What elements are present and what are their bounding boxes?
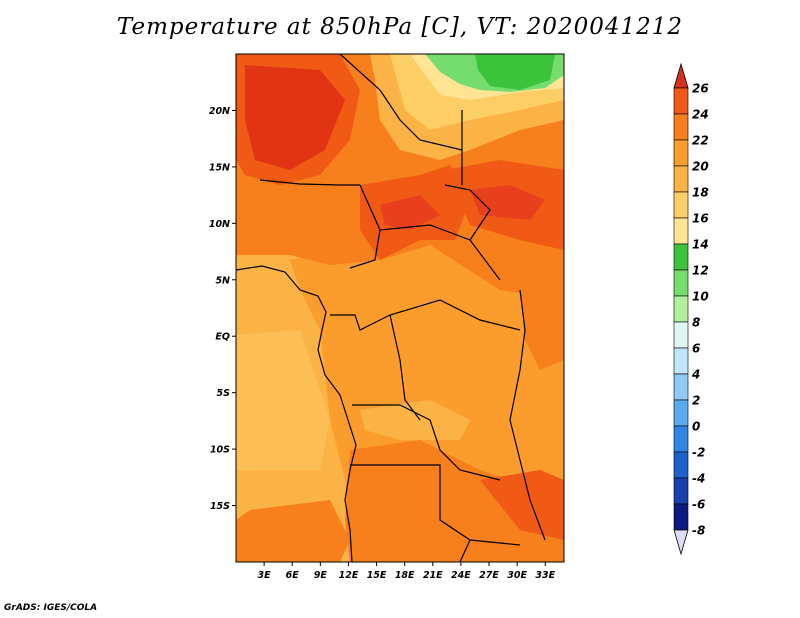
temperature-field [236,54,564,562]
colorbar-segment [673,451,689,479]
latitude-axis: 20N 15N 10N 5N EQ 5S 10S 15S [209,106,236,512]
colorbar-segment [673,399,689,427]
colorbar-top-triangle [673,62,689,89]
colorbar-segment [673,113,689,141]
colorbar-label: 8 [692,316,700,330]
colorbar-segment [673,347,689,375]
colorbar-segment [673,191,689,219]
lon-tick-label: 3E [258,570,272,581]
lat-tick-label: 10S [210,445,230,456]
colorbar-segment [673,321,689,349]
lon-tick-label: 18E [395,570,415,581]
lon-tick-label: 33E [535,570,555,581]
colorbar-segment [673,243,689,271]
colorbar-label: 24 [692,108,709,122]
lon-tick-label: 15E [367,570,387,581]
lat-tick-label: 15S [210,501,230,512]
colorbar-label: 0 [692,420,700,434]
colorbar-label: 26 [692,82,709,96]
lat-tick-label: 5S [217,388,231,399]
colorbar-bottom-triangle [673,529,689,556]
lon-tick-label: 30E [507,570,527,581]
colorbar-label: 22 [692,134,709,148]
colorbar-label: 2 [692,394,700,408]
colorbar-segment [673,269,689,297]
colorbar-segment [673,217,689,245]
colorbar-label: 20 [692,160,709,174]
colorbar-label: 6 [692,342,700,356]
lat-tick-label: 20N [209,106,230,117]
colorbar-label: 10 [692,290,709,304]
lat-tick-label: EQ [215,332,230,343]
longitude-axis: 3E 6E 9E 12E 15E 18E 21E 24E 27E 30E 33E [258,562,556,581]
colorbar-label: -6 [692,498,705,512]
lon-tick-label: 27E [479,570,499,581]
colorbar-label: 4 [691,368,700,382]
colorbar-label: 18 [692,186,709,200]
colorbar-label: -2 [692,446,705,460]
colorbar-segment [673,477,689,505]
map-frame [235,53,565,563]
colorbar-segment [673,295,689,323]
lon-tick-label: 21E [423,570,443,581]
colorbar-segment [673,503,689,531]
colorbar-segment [673,87,689,115]
credit-label: GrADS: IGES/COLA [4,603,98,613]
colorbar-label: -8 [692,524,705,538]
colorbar-label: -4 [692,472,705,486]
colorbar-segment [673,425,689,453]
colorbar-segment [673,139,689,167]
colorbar-segment [673,165,689,193]
lat-tick-label: 5N [215,275,230,286]
colorbar-label: 14 [692,238,709,252]
lat-tick-label: 10N [209,219,230,230]
lon-tick-label: 6E [286,570,300,581]
lon-tick-label: 9E [314,570,328,581]
lat-tick-label: 15N [209,162,230,173]
colorbar-segment [673,373,689,401]
lon-tick-label: 24E [451,570,471,581]
lon-tick-label: 12E [339,570,359,581]
colorbar-label: 12 [692,264,709,278]
chart-title: Temperature at 850hPa [C], VT: 202004121… [116,14,684,40]
boundaries [236,54,546,562]
colorbar-label: 16 [692,212,709,226]
